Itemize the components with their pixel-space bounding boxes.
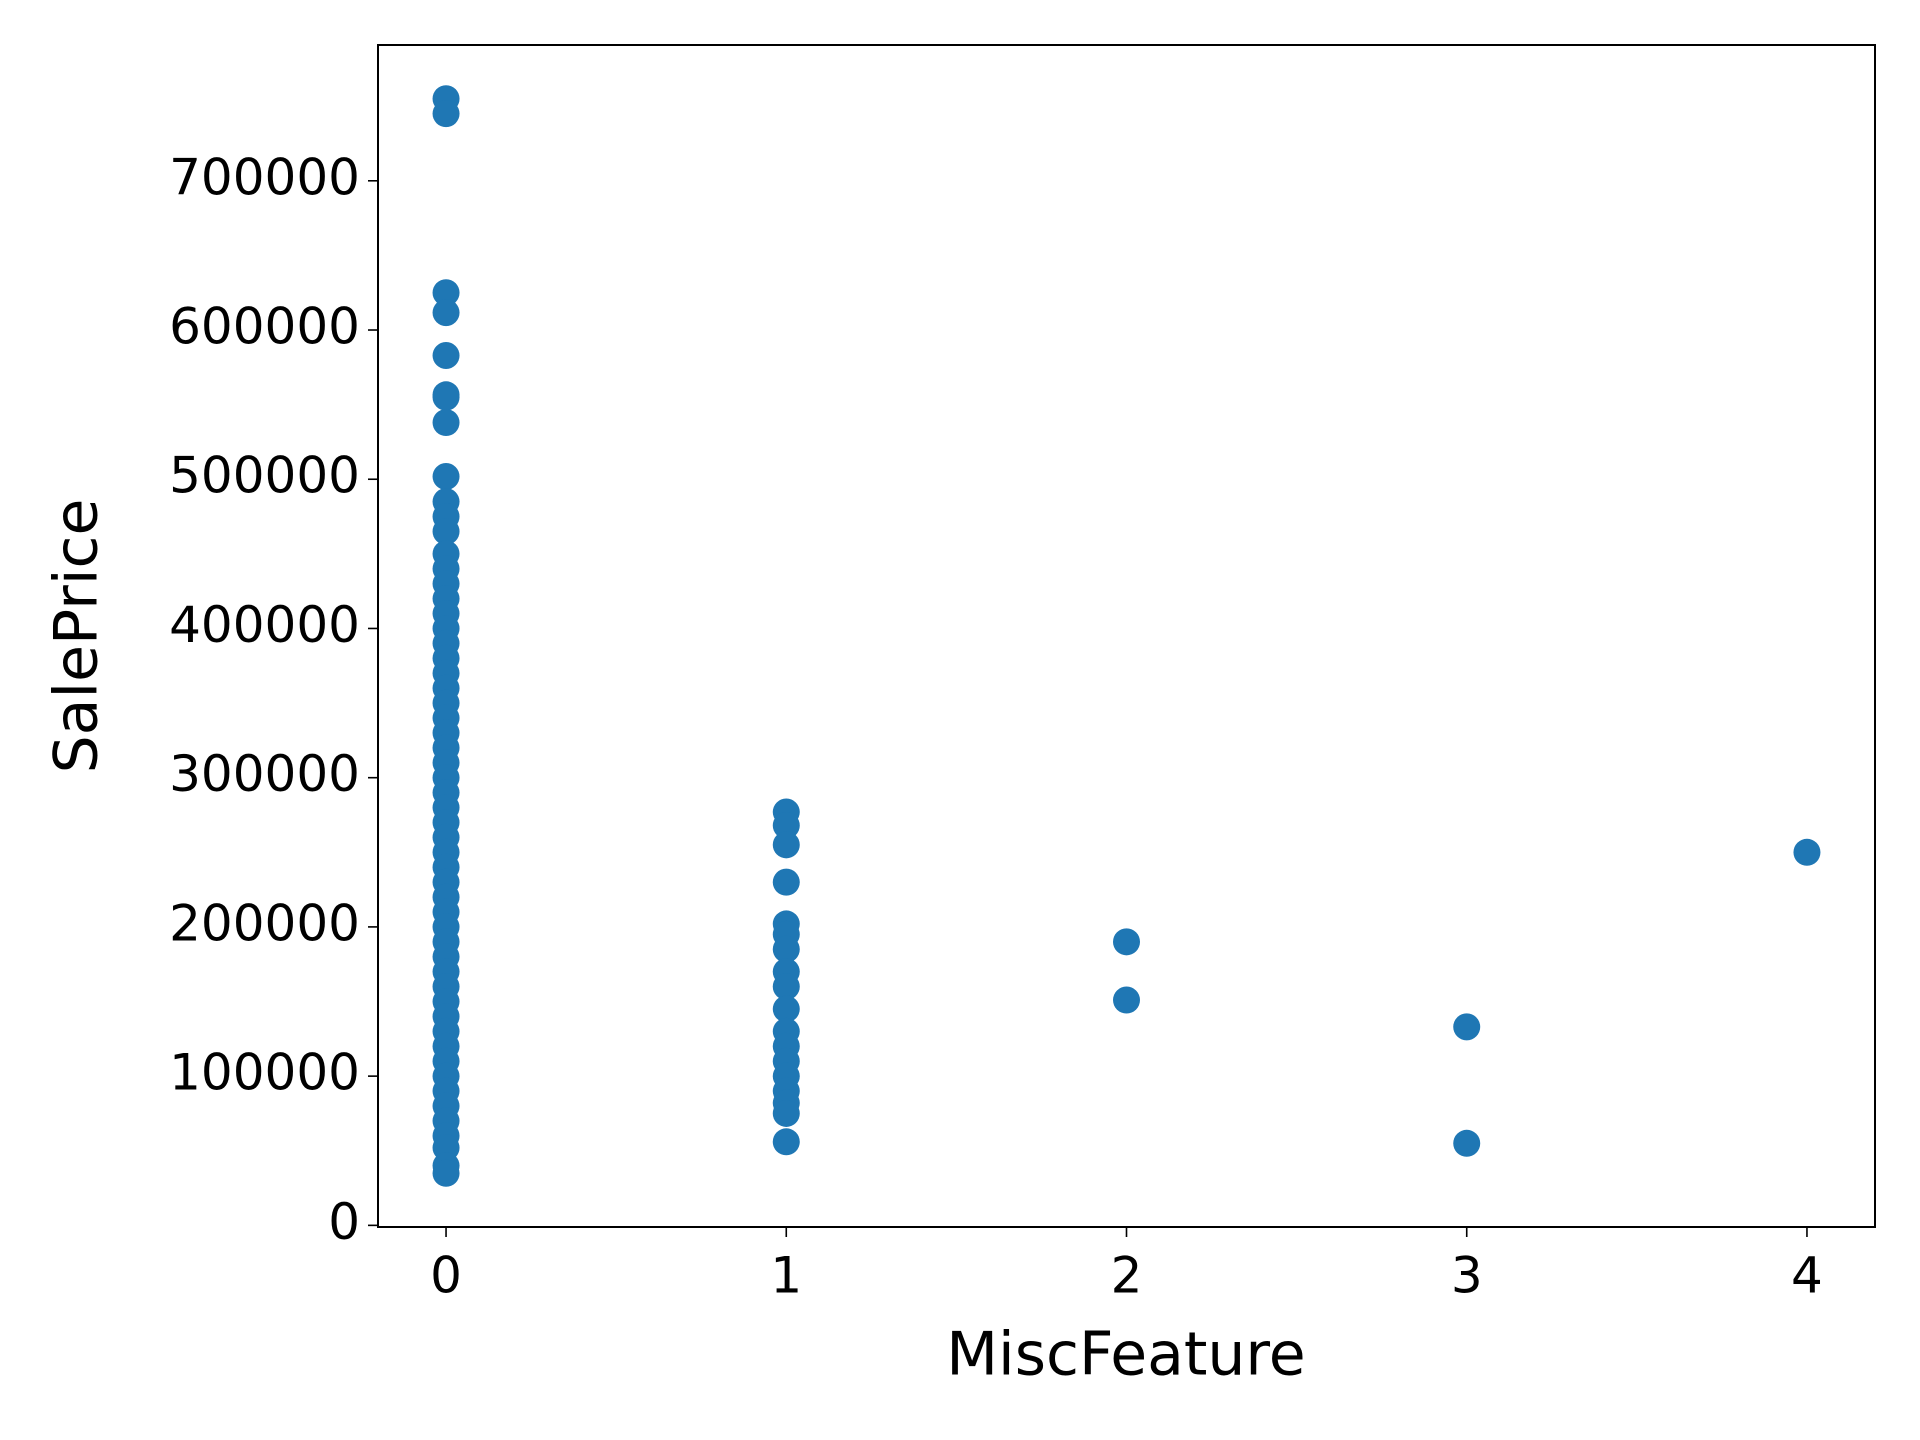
y-tick-label: 0: [328, 1193, 360, 1251]
point: [432, 1159, 460, 1187]
point: [432, 299, 460, 327]
x-tick-label: 1: [770, 1247, 802, 1305]
x-tick-label: 3: [1451, 1247, 1483, 1305]
point: [772, 831, 800, 859]
point: [432, 462, 460, 490]
point: [432, 279, 460, 307]
point: [432, 100, 460, 128]
point: [1793, 838, 1821, 866]
y-tick-label: 500000: [169, 447, 360, 505]
point: [772, 868, 800, 896]
y-axis-label: SalePrice: [42, 499, 112, 774]
y-tick-label: 200000: [169, 894, 360, 952]
point: [1453, 1129, 1481, 1157]
point: [772, 935, 800, 963]
y-tick-label: 300000: [169, 745, 360, 803]
point: [772, 1128, 800, 1156]
y-tick-label: 700000: [169, 148, 360, 206]
x-axis-label: MiscFeature: [946, 1320, 1305, 1390]
point: [432, 517, 460, 545]
point: [432, 409, 460, 437]
point: [772, 995, 800, 1023]
point: [772, 973, 800, 1001]
plot-marks: [432, 85, 1821, 1187]
y-tick-label: 600000: [169, 298, 360, 356]
point: [432, 383, 460, 411]
point: [432, 341, 460, 369]
point: [1113, 986, 1140, 1014]
point: [772, 811, 800, 839]
point: [1453, 1013, 1481, 1041]
y-tick-label: 100000: [169, 1044, 360, 1102]
point: [1113, 928, 1140, 956]
x-tick-label: 2: [1111, 1247, 1143, 1305]
x-tick-label: 4: [1791, 1247, 1823, 1305]
y-tick-label: 400000: [169, 596, 360, 654]
point: [772, 1099, 800, 1127]
x-tick-label: 0: [430, 1247, 462, 1305]
